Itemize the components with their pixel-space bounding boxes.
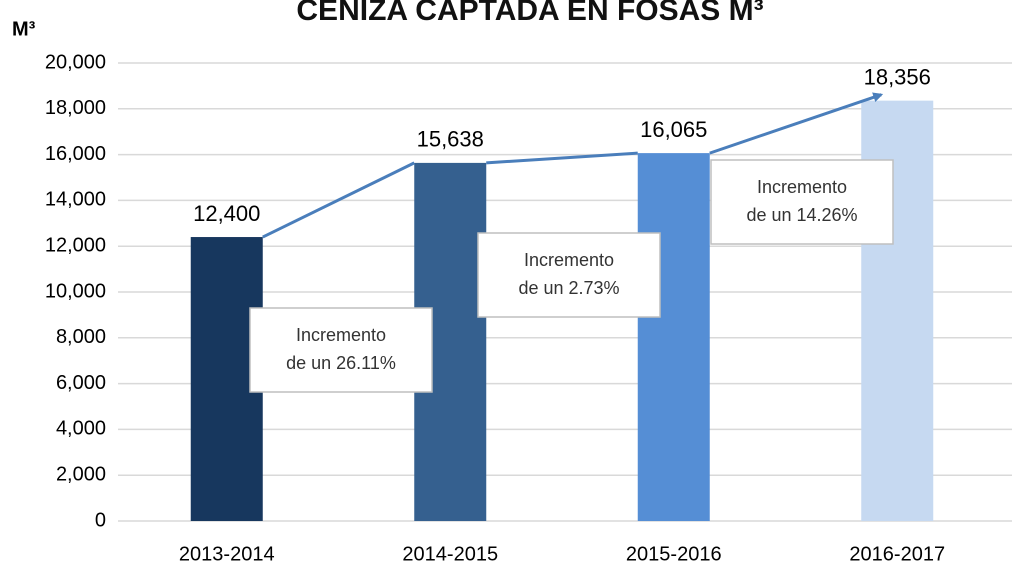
annotation-text: Incremento <box>524 250 614 270</box>
annotation-box <box>477 232 661 318</box>
x-tick-label: 2013-2014 <box>179 543 275 565</box>
annotation-text: de un 2.73% <box>518 278 619 298</box>
y-tick-label: 20,000 <box>45 51 106 73</box>
annotation: Incremento de un 14.26% <box>710 159 894 245</box>
annotation-box <box>710 159 894 245</box>
y-axis-label: M³ <box>12 18 36 40</box>
value-label: 16,065 <box>640 117 707 142</box>
chart-title: CENIZA CAPTADA EN FOSAS M³ <box>296 0 763 27</box>
bar <box>637 153 710 521</box>
y-tick-label: 18,000 <box>45 97 106 119</box>
annotation-text: Incremento <box>757 177 847 197</box>
annotation-text: de un 14.26% <box>746 205 857 225</box>
y-tick-label: 12,000 <box>45 234 106 256</box>
y-tick-label: 16,000 <box>45 143 106 165</box>
value-label: 18,356 <box>864 64 931 89</box>
annotation-text: Incremento <box>296 325 386 345</box>
annotation-text: de un 26.11% <box>286 353 396 373</box>
trend-arrow <box>486 151 638 165</box>
y-tick-label: 6,000 <box>56 372 106 394</box>
y-tick-label: 14,000 <box>45 189 106 211</box>
trend-arrow <box>709 92 884 155</box>
y-tick-label: 10,000 <box>45 280 106 302</box>
y-tick-label: 8,000 <box>56 326 106 348</box>
x-tick-label: 2014-2015 <box>402 543 498 565</box>
y-tick-label: 2,000 <box>56 463 106 485</box>
value-label: 12,400 <box>193 201 260 226</box>
value-label: 15,638 <box>417 127 484 152</box>
annotation-box <box>249 307 433 393</box>
x-tick-label: 2015-2016 <box>626 543 722 565</box>
annotation: Incremento de un 26.11% <box>249 307 433 393</box>
y-tick-label: 4,000 <box>56 418 106 440</box>
annotation: Incremento de un 2.73% <box>477 232 661 318</box>
y-tick-label: 0 <box>95 509 106 531</box>
trend-arrow <box>262 161 415 239</box>
x-tick-label: 2016-2017 <box>849 543 945 565</box>
